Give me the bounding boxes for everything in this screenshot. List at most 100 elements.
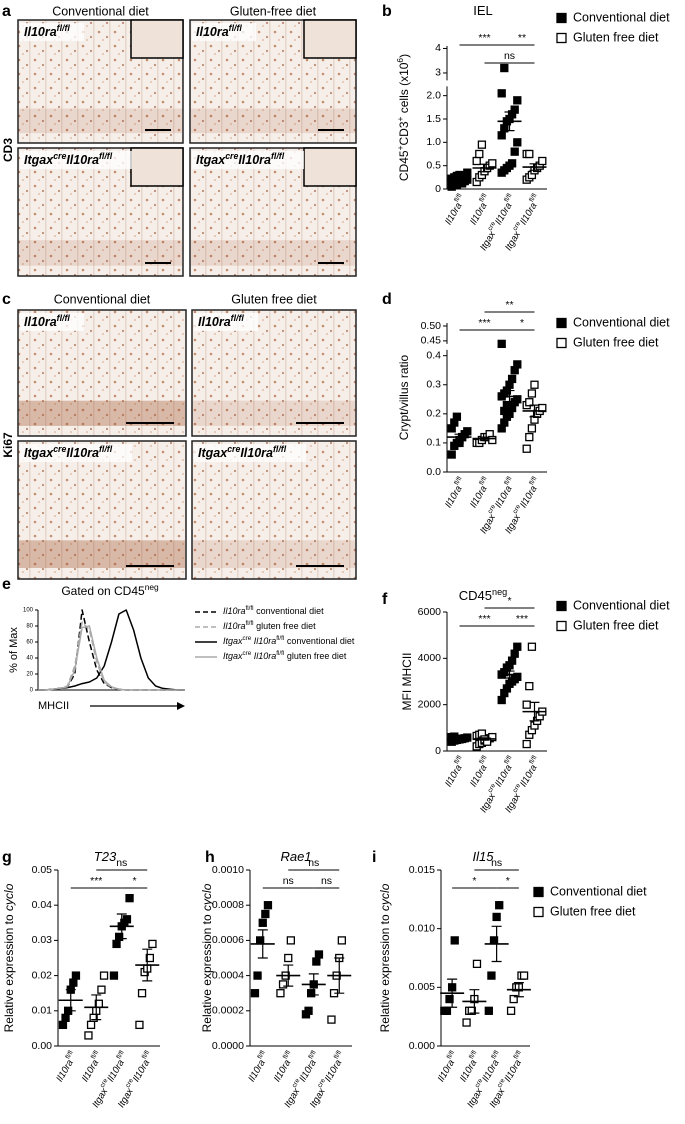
text-part: fl/fl	[512, 1049, 523, 1060]
data-point	[452, 412, 462, 421]
y-tick-label: 0.04	[32, 899, 53, 911]
y-tick-label: 0.3	[426, 379, 441, 391]
data-point	[510, 147, 519, 156]
legend-label: Itgaxcre Il10rafl/fl conventional diet	[223, 635, 355, 647]
error-bar	[469, 989, 480, 1014]
chart-title: Gated on CD45neg	[61, 582, 159, 598]
y-tick-label: 0.2	[426, 408, 441, 420]
text-part: Il10ra	[246, 1058, 267, 1084]
data-point	[463, 427, 472, 436]
y-tick-label: 0.1	[426, 437, 441, 449]
text-part: Itgax	[465, 1085, 485, 1109]
data-point	[507, 656, 517, 665]
y-axis-label: CD45+CD3+ cells (x106)	[395, 54, 411, 181]
error-bar	[504, 111, 515, 132]
text-part: IEL	[473, 3, 493, 18]
text-part: Il10ra	[251, 651, 276, 661]
y-tick-label: 0.02	[32, 969, 53, 981]
data-point	[513, 360, 522, 369]
text-part: fl/fl	[64, 1049, 75, 1060]
data-point	[497, 695, 506, 705]
micrograph-label: Il10rafl/fl	[24, 313, 70, 329]
crypt-band	[19, 540, 185, 568]
y-tick-label: 0	[435, 745, 441, 757]
data-point	[525, 149, 534, 159]
text-part: cyclo	[2, 883, 16, 911]
y-tick-label: 0.0008	[212, 899, 244, 911]
y-tick-label: 1.5	[426, 113, 441, 125]
text-part: fl/fl	[478, 754, 489, 765]
data-point	[467, 1006, 476, 1015]
y-tick-label: 0.000	[409, 1040, 435, 1052]
error-bar	[447, 978, 458, 1008]
data-point	[450, 936, 459, 945]
y-tick-label: 0.015	[409, 864, 435, 876]
error-bar	[454, 178, 465, 183]
data-point	[522, 700, 531, 709]
y-tick-label: 0.4	[426, 349, 441, 361]
legend-label: Conventional diet	[573, 315, 670, 329]
data-point	[69, 978, 78, 987]
panel-letter: g	[2, 849, 12, 866]
text-part: fl/fl	[141, 1049, 152, 1060]
legend-label: Conventional diet	[573, 10, 670, 24]
text-part: fl/fl	[478, 475, 489, 486]
data-point	[519, 971, 529, 980]
data-point	[462, 1018, 471, 1027]
text-part: fl/fl	[528, 475, 539, 486]
y-tick-label: 20	[26, 672, 33, 678]
text-part: Il10ra	[468, 201, 489, 227]
text-part: Itgax	[478, 228, 498, 252]
crypt-band	[19, 400, 185, 426]
y-tick-label: 0	[435, 183, 441, 195]
text-part: Itgax	[223, 636, 243, 646]
y-tick-label: 0	[30, 688, 34, 694]
column-header: Conventional diet	[54, 292, 151, 306]
data-point	[125, 894, 134, 903]
text-part: Itgax	[478, 790, 498, 814]
text-part: Itgax	[198, 446, 228, 460]
error-bar	[116, 913, 127, 940]
text-part: fl/fl	[273, 444, 287, 454]
significance-label: **	[505, 299, 513, 311]
text-part: Il10ra	[468, 484, 489, 510]
x-tick-label: Il10rafl/fl	[52, 1049, 79, 1084]
significance-label: ns	[491, 857, 502, 869]
data-point	[510, 105, 519, 114]
text-part: Il15	[473, 849, 495, 864]
significance-label: ns	[504, 50, 515, 62]
legend-label: Gluten free diet	[573, 618, 659, 632]
text-part: gluten free diet	[254, 621, 317, 631]
data-point	[84, 1031, 93, 1040]
text-part: cre	[486, 220, 497, 232]
text-part: Il10ra	[435, 1058, 456, 1084]
text-part: Itgax	[24, 446, 54, 460]
text-part: Il10ra	[223, 606, 246, 616]
text-part: Il10ra	[443, 484, 464, 510]
data-point	[263, 901, 273, 910]
text-part: Il10ra	[238, 153, 271, 167]
text-part: cre	[99, 1077, 110, 1089]
text-part: fl/fl	[115, 1049, 126, 1060]
data-point	[525, 681, 534, 691]
data-point	[525, 432, 534, 442]
text-part: Il10ra	[468, 763, 489, 789]
chart-title: Rae1	[280, 849, 311, 864]
histogram-line	[38, 609, 185, 691]
text-part: Il10ra	[322, 1058, 343, 1084]
text-part: Itgax	[282, 1085, 302, 1109]
text-part: cre	[53, 151, 66, 161]
data-point	[447, 450, 456, 459]
data-point	[522, 444, 531, 453]
text-part: cells (x10	[397, 62, 411, 116]
data-point	[109, 971, 119, 980]
data-point	[312, 957, 321, 966]
y-tick-label: 0.0002	[212, 1005, 244, 1017]
data-point	[250, 989, 260, 998]
text-part: Il10ra	[297, 1058, 318, 1084]
data-point	[488, 732, 497, 742]
text-part: cre	[243, 650, 252, 657]
significance-label: *	[507, 595, 511, 607]
y-axis-label: % of Max	[8, 627, 20, 673]
histogram-line	[38, 609, 185, 691]
